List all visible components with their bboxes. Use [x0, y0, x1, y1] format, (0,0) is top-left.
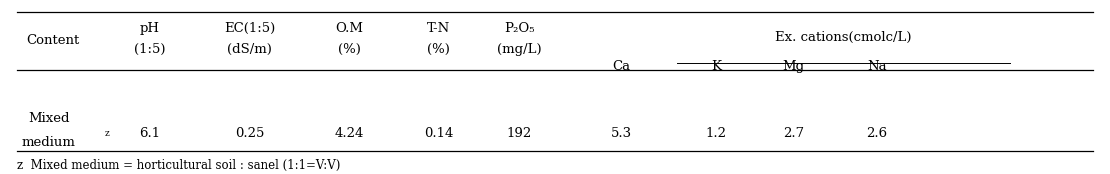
Text: P₂O₅: P₂O₅ — [504, 22, 535, 35]
Text: Ex. cations(cmolc/L): Ex. cations(cmolc/L) — [776, 31, 911, 44]
Text: Mixed: Mixed — [28, 112, 70, 125]
Text: K: K — [710, 60, 722, 73]
Text: (%): (%) — [339, 43, 361, 56]
Text: 4.24: 4.24 — [335, 128, 364, 140]
Text: 6.1: 6.1 — [139, 128, 161, 140]
Text: z  Mixed medium = horticultural soil : sanel (1:1=V:V): z Mixed medium = horticultural soil : sa… — [17, 159, 340, 172]
Text: O.M: O.M — [335, 22, 364, 35]
Text: 0.14: 0.14 — [424, 128, 453, 140]
Text: (1:5): (1:5) — [134, 43, 165, 56]
Text: pH: pH — [140, 22, 160, 35]
Text: Mg: Mg — [783, 60, 805, 73]
Text: 0.25: 0.25 — [235, 128, 264, 140]
Text: Content: Content — [27, 34, 80, 47]
Text: 2.6: 2.6 — [866, 128, 888, 140]
Text: 2.7: 2.7 — [783, 128, 805, 140]
Text: (mg/L): (mg/L) — [497, 43, 542, 56]
Text: Na: Na — [867, 60, 887, 73]
Text: (dS/m): (dS/m) — [228, 43, 272, 56]
Text: Ca: Ca — [613, 60, 630, 73]
Text: 1.2: 1.2 — [706, 128, 726, 140]
Text: medium: medium — [22, 136, 75, 149]
Text: (%): (%) — [427, 43, 450, 56]
Text: T-N: T-N — [427, 22, 450, 35]
Text: 5.3: 5.3 — [610, 128, 633, 140]
Text: EC(1:5): EC(1:5) — [224, 22, 275, 35]
Text: z: z — [104, 129, 109, 139]
Text: 192: 192 — [507, 128, 532, 140]
